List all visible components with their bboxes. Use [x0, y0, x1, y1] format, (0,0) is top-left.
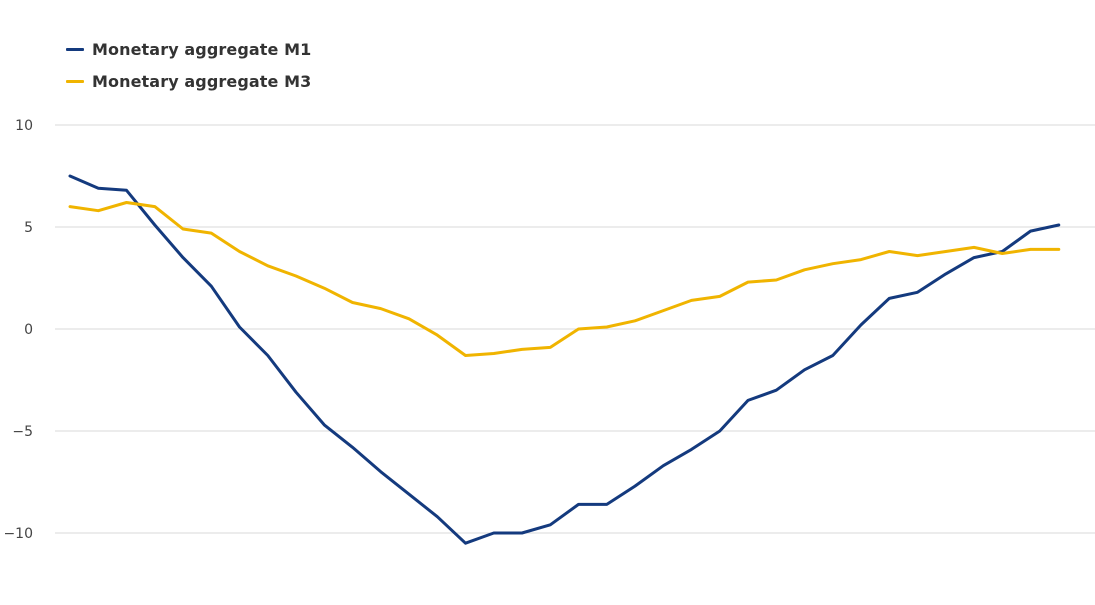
data-point-m3[interactable] [742, 276, 754, 288]
data-point-m3[interactable] [827, 258, 839, 270]
data-point-m1[interactable] [968, 252, 980, 264]
data-point-m3[interactable] [1025, 243, 1037, 255]
legend-label-m3: Monetary aggregate M3 [92, 71, 312, 91]
data-point-m3[interactable] [770, 274, 782, 286]
data-point-m1[interactable] [177, 252, 189, 264]
data-point-m3[interactable] [940, 245, 952, 257]
data-point-m1[interactable] [347, 441, 359, 453]
data-point-m1[interactable] [149, 219, 161, 231]
data-point-m3[interactable] [403, 313, 415, 325]
data-point-m3[interactable] [92, 205, 104, 217]
data-point-m3[interactable] [968, 241, 980, 253]
data-point-m1[interactable] [742, 394, 754, 406]
y-tick-label: 5 [24, 220, 33, 236]
data-point-m3[interactable] [205, 227, 217, 239]
data-point-m3[interactable] [544, 341, 556, 353]
data-point-m3[interactable] [657, 305, 669, 317]
data-point-m3[interactable] [573, 323, 585, 335]
data-point-m1[interactable] [403, 488, 415, 500]
data-point-m3[interactable] [1053, 243, 1065, 255]
legend-swatch-m3 [66, 79, 84, 83]
data-point-m3[interactable] [234, 245, 246, 257]
data-point-m3[interactable] [149, 201, 161, 213]
data-point-m1[interactable] [318, 419, 330, 431]
data-point-m1[interactable] [714, 425, 726, 437]
data-point-m3[interactable] [883, 245, 895, 257]
data-point-m1[interactable] [657, 460, 669, 472]
data-point-m3[interactable] [516, 343, 528, 355]
data-point-m3[interactable] [686, 294, 698, 306]
data-point-m1[interactable] [1025, 225, 1037, 237]
data-point-m1[interactable] [205, 280, 217, 292]
data-point-m1[interactable] [262, 350, 274, 362]
legend-item-m1[interactable]: Monetary aggregate M1 [66, 33, 311, 65]
data-point-m3[interactable] [262, 260, 274, 272]
data-point-m1[interactable] [629, 480, 641, 492]
data-point-m1[interactable] [855, 319, 867, 331]
data-point-m1[interactable] [940, 268, 952, 280]
data-point-m3[interactable] [629, 315, 641, 327]
data-point-m1[interactable] [883, 292, 895, 304]
data-point-m3[interactable] [714, 290, 726, 302]
data-point-m3[interactable] [290, 270, 302, 282]
data-point-m1[interactable] [686, 443, 698, 455]
y-tick-label: 10 [15, 118, 33, 134]
data-point-m3[interactable] [855, 254, 867, 266]
data-point-m3[interactable] [601, 321, 613, 333]
data-point-m1[interactable] [827, 350, 839, 362]
chart-legend: Monetary aggregate M1 Monetary aggregate… [66, 33, 311, 97]
data-point-m1[interactable] [92, 182, 104, 194]
data-point-m3[interactable] [996, 248, 1008, 260]
data-point-m3[interactable] [375, 303, 387, 315]
data-point-m1[interactable] [121, 184, 133, 196]
data-point-m1[interactable] [234, 321, 246, 333]
data-point-m1[interactable] [544, 519, 556, 531]
data-point-m3[interactable] [431, 329, 443, 341]
data-point-m3[interactable] [64, 201, 76, 213]
series-line-m1[interactable] [68, 174, 1061, 545]
y-tick-label: 0 [24, 322, 33, 338]
data-point-m1[interactable] [799, 364, 811, 376]
legend-swatch-m1 [66, 47, 84, 51]
data-point-m1[interactable] [912, 286, 924, 298]
data-point-m3[interactable] [177, 223, 189, 235]
data-point-m3[interactable] [347, 296, 359, 308]
data-point-m1[interactable] [431, 511, 443, 523]
data-point-m1[interactable] [64, 170, 76, 182]
data-point-m3[interactable] [488, 347, 500, 359]
data-point-m1[interactable] [460, 537, 472, 549]
data-point-m3[interactable] [318, 282, 330, 294]
data-point-m1[interactable] [573, 498, 585, 510]
data-point-m1[interactable] [488, 527, 500, 539]
data-point-m3[interactable] [912, 250, 924, 262]
data-point-m1[interactable] [770, 384, 782, 396]
data-point-m3[interactable] [121, 197, 133, 209]
data-point-m1[interactable] [375, 466, 387, 478]
y-tick-label: −5 [12, 424, 33, 440]
data-point-m3[interactable] [799, 264, 811, 276]
legend-item-m3[interactable]: Monetary aggregate M3 [66, 65, 311, 97]
data-point-m1[interactable] [1053, 219, 1065, 231]
data-point-m3[interactable] [460, 350, 472, 362]
series-line-m3[interactable] [68, 201, 1061, 357]
data-point-m1[interactable] [601, 498, 613, 510]
data-point-m1[interactable] [516, 527, 528, 539]
y-tick-label: −10 [3, 526, 33, 542]
data-point-m1[interactable] [290, 386, 302, 398]
legend-label-m1: Monetary aggregate M1 [92, 39, 312, 59]
